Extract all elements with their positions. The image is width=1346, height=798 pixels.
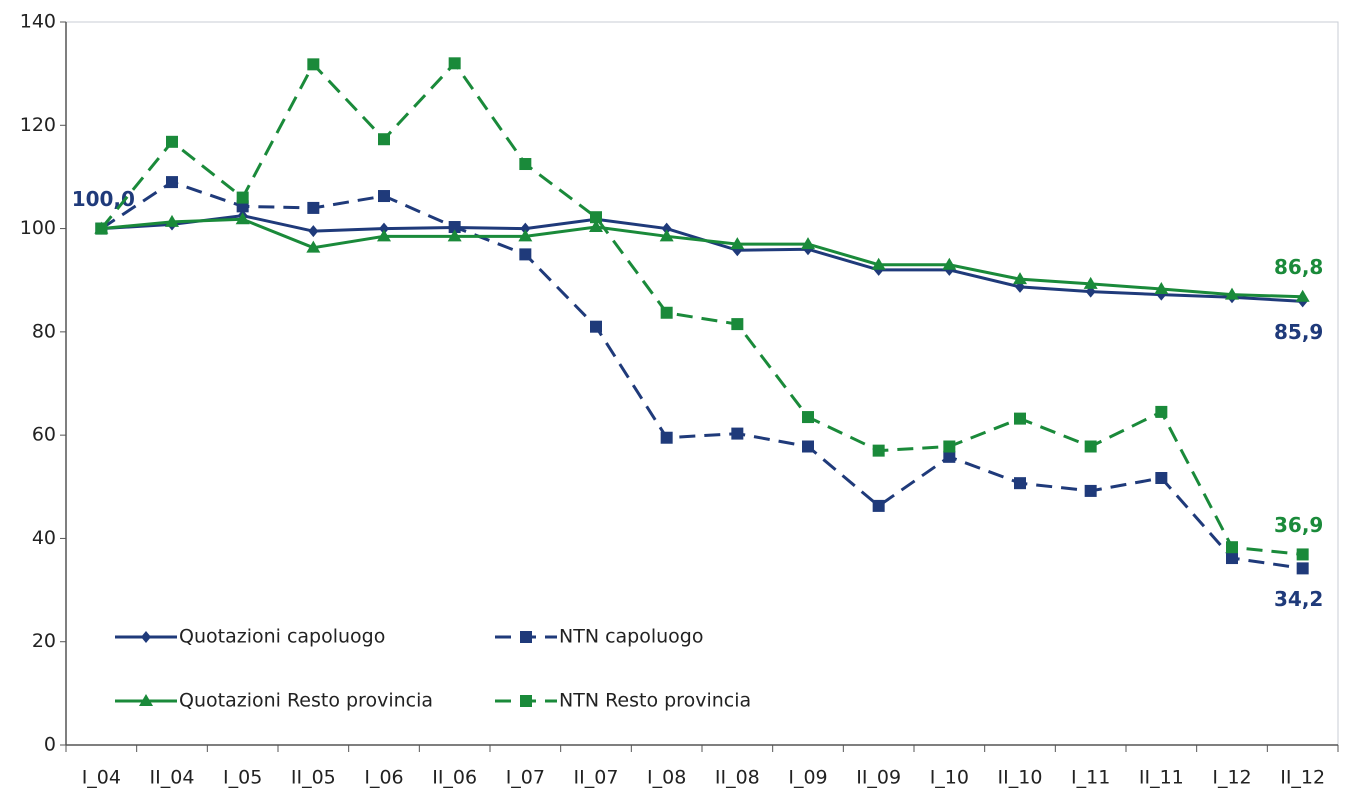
data-point bbox=[589, 220, 603, 233]
x-tick-label: II_07 bbox=[574, 767, 619, 789]
data-point bbox=[1226, 541, 1238, 554]
data-point bbox=[1296, 562, 1309, 575]
value-label: 36,9 bbox=[1274, 513, 1323, 537]
data-point bbox=[1013, 272, 1027, 285]
data-point bbox=[1296, 548, 1309, 561]
x-tick-label: I_12 bbox=[1212, 767, 1251, 789]
data-point bbox=[308, 225, 319, 238]
x-tick-label: I_10 bbox=[930, 767, 969, 789]
x-tick-label: I_11 bbox=[1071, 767, 1110, 789]
data-point bbox=[518, 229, 533, 242]
x-tick-label: II_10 bbox=[998, 767, 1043, 789]
series-line bbox=[101, 217, 1303, 299]
data-point bbox=[166, 176, 178, 189]
data-point bbox=[235, 212, 250, 225]
data-point bbox=[307, 58, 320, 71]
data-point bbox=[660, 431, 673, 444]
data-point bbox=[307, 201, 320, 214]
data-point bbox=[590, 320, 602, 333]
x-tick-label: I_06 bbox=[364, 767, 403, 789]
x-tick-label: II_06 bbox=[432, 767, 477, 789]
legend-label: Quotazioni Resto provincia bbox=[179, 690, 433, 712]
data-point bbox=[731, 318, 744, 331]
data-point bbox=[1226, 552, 1238, 565]
x-tick-label: II_04 bbox=[150, 767, 195, 789]
legend-label: NTN capoluogo bbox=[559, 626, 703, 648]
value-label: 34,2 bbox=[1274, 587, 1323, 611]
legend-marker bbox=[139, 694, 153, 706]
data-point bbox=[872, 444, 885, 457]
value-label: 86,8 bbox=[1274, 255, 1323, 279]
data-point bbox=[519, 248, 532, 261]
data-point bbox=[1155, 405, 1168, 418]
y-tick-label: 40 bbox=[32, 527, 56, 549]
x-tick-label: I_07 bbox=[506, 767, 545, 789]
x-tick-label: II_08 bbox=[715, 767, 760, 789]
data-point bbox=[379, 222, 389, 235]
data-point bbox=[942, 257, 957, 270]
y-tick-label: 140 bbox=[20, 11, 56, 33]
x-tick-label: I_04 bbox=[82, 767, 121, 789]
data-point bbox=[519, 158, 532, 171]
y-tick-label: 120 bbox=[20, 114, 56, 136]
data-point bbox=[590, 211, 602, 224]
y-tick-label: 100 bbox=[20, 217, 56, 239]
data-point bbox=[802, 440, 814, 453]
data-point bbox=[448, 57, 461, 70]
data-point bbox=[1225, 287, 1239, 300]
legend-marker bbox=[141, 631, 151, 643]
data-point bbox=[447, 229, 462, 242]
x-tick-label: I_09 bbox=[788, 767, 827, 789]
legend-marker bbox=[520, 631, 532, 643]
data-point bbox=[306, 240, 321, 253]
data-point bbox=[871, 257, 886, 270]
data-point bbox=[1155, 472, 1168, 485]
x-tick-label: I_05 bbox=[223, 767, 262, 789]
x-tick-label: II_09 bbox=[856, 767, 901, 789]
data-point bbox=[1084, 484, 1097, 497]
y-tick-label: 0 bbox=[44, 734, 56, 756]
data-point bbox=[872, 499, 885, 512]
data-point bbox=[165, 214, 179, 227]
value-label: 85,9 bbox=[1274, 320, 1323, 344]
y-tick-label: 80 bbox=[32, 320, 56, 342]
legend-label: Quotazioni capoluogo bbox=[179, 626, 385, 648]
data-point bbox=[378, 190, 390, 203]
series-line bbox=[100, 60, 1303, 556]
data-point bbox=[943, 450, 956, 463]
series-line bbox=[101, 214, 1303, 303]
data-point bbox=[1154, 281, 1169, 294]
legend-label: NTN Resto provincia bbox=[559, 690, 751, 712]
data-point bbox=[659, 229, 674, 242]
y-tick-label: 60 bbox=[32, 424, 56, 446]
x-tick-label: II_12 bbox=[1280, 767, 1325, 789]
data-point bbox=[730, 237, 745, 250]
data-point bbox=[943, 440, 956, 453]
data-point bbox=[448, 221, 461, 234]
data-point bbox=[95, 222, 108, 235]
data-point bbox=[1014, 477, 1026, 490]
data-point bbox=[731, 427, 744, 440]
plot-border bbox=[66, 21, 1339, 745]
x-tick-label: II_05 bbox=[291, 767, 336, 789]
data-point bbox=[378, 133, 390, 146]
data-point bbox=[1014, 412, 1026, 425]
legend-marker bbox=[520, 695, 532, 707]
data-point bbox=[1083, 276, 1098, 289]
data-point bbox=[166, 135, 178, 148]
data-point bbox=[520, 222, 531, 235]
data-point bbox=[1084, 440, 1097, 453]
data-point bbox=[377, 229, 391, 242]
x-tick-label: I_08 bbox=[647, 767, 686, 789]
x-tick-label: II_11 bbox=[1139, 767, 1184, 789]
data-point bbox=[236, 191, 249, 204]
data-point bbox=[801, 237, 815, 250]
data-point bbox=[660, 306, 673, 319]
data-point bbox=[802, 411, 814, 424]
data-point bbox=[661, 222, 672, 235]
y-tick-label: 20 bbox=[32, 630, 56, 652]
data-point bbox=[1295, 289, 1310, 302]
